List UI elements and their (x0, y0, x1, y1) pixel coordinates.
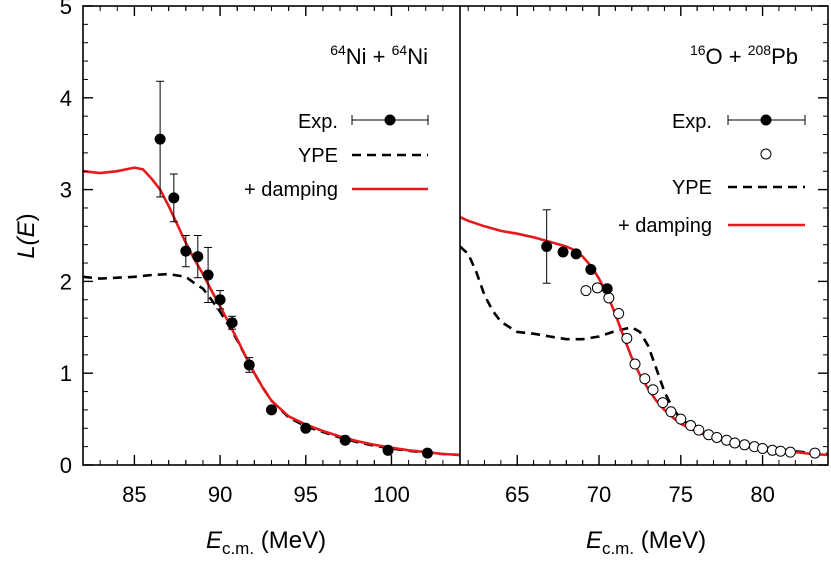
panel-16o-208pb: 65 70 75 80 16O + 208Pb Exp. YPE + damping (460, 6, 828, 507)
y-tick-label: 1 (60, 361, 72, 386)
left-axis-ticks: 85 90 95 100 0 1 2 3 4 5 (60, 0, 828, 507)
data-point-left (339, 434, 351, 446)
series-line-ype-left (83, 272, 460, 457)
data-point-left (202, 269, 214, 281)
data-point-right (570, 248, 582, 260)
series-line-damping-right (460, 215, 828, 457)
data-point-right (557, 246, 569, 258)
series-line-ype-right (460, 245, 828, 456)
data-point-left (266, 404, 277, 416)
x-tick-label-right: 70 (587, 482, 611, 507)
data-point-open-right (629, 358, 641, 370)
data-point-open-right (685, 420, 697, 432)
x-tick-label-right: 75 (669, 482, 693, 507)
data-point-left (154, 133, 166, 145)
x-axis-title-left: Ec.m. (MeV) (206, 527, 326, 558)
x-tick-label-left: 85 (122, 482, 146, 507)
legend-exp-label: Exp. (672, 111, 712, 133)
data-point-open-right (775, 445, 787, 457)
data-point-right (585, 263, 597, 275)
data-point-left (421, 447, 433, 459)
right-curves (460, 215, 828, 457)
legend-ype-label: YPE (672, 177, 712, 199)
x-tick-label-left: 90 (208, 482, 232, 507)
data-point-open-right (621, 332, 633, 344)
x-tick-label-right: 65 (505, 482, 529, 507)
legend-ype-label: YPE (298, 145, 338, 167)
panel-64ni-64ni: 85 90 95 100 0 1 2 3 4 5 64Ni + 64Ni Exp. YPE + d… (60, 0, 828, 507)
left-exp-points (154, 80, 433, 459)
data-point-left (180, 245, 192, 257)
data-point-open-right (757, 442, 769, 454)
x-axis-title-right: Ec.m. (MeV) (586, 527, 706, 558)
legend-exp-label: Exp. (298, 111, 338, 133)
data-point-open-right (591, 282, 603, 294)
data-point-open-right (657, 397, 669, 409)
data-point-left (226, 317, 238, 329)
legend-damping-label: + damping (244, 179, 338, 201)
panel-title-left: 64Ni + 64Ni (330, 42, 428, 69)
y-tick-label: 0 (60, 453, 72, 478)
y-tick-label: 3 (60, 178, 72, 203)
legend-exp-open-marker (760, 148, 772, 160)
data-point-open-right (711, 431, 723, 443)
data-point-right (541, 241, 553, 253)
data-point-left (192, 251, 204, 263)
legend-right: Exp. YPE + damping (618, 111, 806, 237)
data-point-open-right (809, 447, 821, 459)
data-point-left (214, 294, 226, 306)
series-line-damping-left (83, 166, 460, 457)
data-point-open-right (729, 437, 741, 449)
panel-title-right: 16O + 208Pb (690, 42, 798, 69)
right-exp-points (541, 209, 821, 459)
legend-left: Exp. YPE + damping (244, 111, 429, 201)
data-point-open-right (639, 373, 651, 385)
y-tick-label: 5 (60, 0, 72, 19)
legend-exp-marker (351, 114, 429, 126)
x-tick-label-right: 80 (750, 482, 774, 507)
data-point-right (601, 283, 613, 295)
legend-damping-label: + damping (618, 215, 712, 237)
right-axis-ticks: 65 70 75 80 (467, 6, 813, 507)
data-point-left (243, 359, 255, 371)
data-point-open-right (693, 424, 705, 436)
data-point-open-right (647, 384, 659, 396)
legend-exp-marker (727, 114, 806, 126)
data-point-open-right (675, 413, 687, 425)
y-tick-label: 2 (60, 269, 72, 294)
data-point-open-right (665, 406, 677, 418)
y-axis-title: L(E) (13, 213, 40, 258)
data-point-left (168, 192, 180, 204)
data-point-open-right (603, 292, 615, 304)
data-point-left (300, 422, 312, 434)
data-point-open-right (580, 285, 592, 297)
x-tick-label-left: 100 (373, 482, 410, 507)
data-point-open-right (613, 308, 625, 320)
x-tick-label-left: 95 (294, 482, 318, 507)
y-tick-label: 4 (60, 86, 72, 111)
data-point-open-right (739, 439, 751, 451)
plot-frame (82, 5, 829, 466)
data-point-open-right (784, 446, 796, 458)
data-point-left (382, 444, 394, 456)
